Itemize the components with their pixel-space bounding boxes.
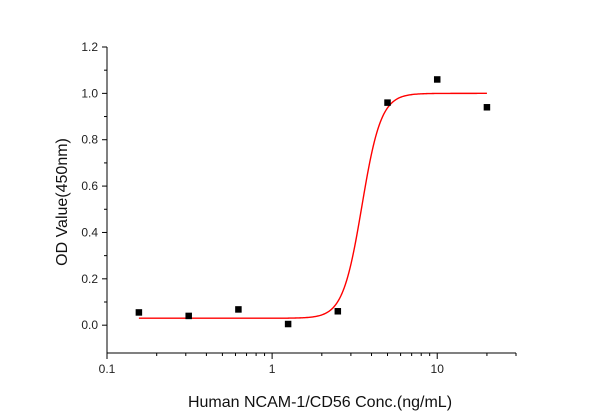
y-tick-label: 0.0 [81, 318, 98, 332]
x-axis-ticks: 0.1 1 10 [99, 353, 517, 376]
x-tick-label: 0.1 [99, 362, 116, 376]
y-tick-label: 0.8 [81, 133, 98, 147]
y-tick-label: 1.2 [81, 40, 98, 54]
data-point [185, 312, 192, 320]
y-tick-label: 1.0 [81, 86, 98, 100]
data-point [284, 320, 292, 328]
data-point [483, 104, 491, 111]
data-point [135, 309, 143, 316]
fit-curve [138, 92, 487, 319]
x-axis-title: Human NCAM-1/CD56 Conc.(ng/mL) [188, 394, 452, 411]
data-points-layer [135, 76, 491, 328]
fit-curve-layer [138, 92, 487, 319]
y-tick-label: 0.4 [81, 225, 98, 239]
y-tick-label: 0.2 [81, 272, 98, 286]
data-point [433, 76, 441, 83]
data-point [235, 306, 242, 313]
x-tick-label: 10 [431, 362, 445, 376]
data-point [384, 99, 391, 106]
y-axis-title: OD Value(450nm) [54, 138, 71, 266]
y-tick-label: 0.6 [81, 179, 98, 193]
data-point [334, 308, 342, 315]
x-tick-label: 1 [269, 362, 276, 376]
y-axis-ticks: 0.0 0.2 0.4 0.6 0.8 1.0 1.2 [81, 40, 107, 332]
